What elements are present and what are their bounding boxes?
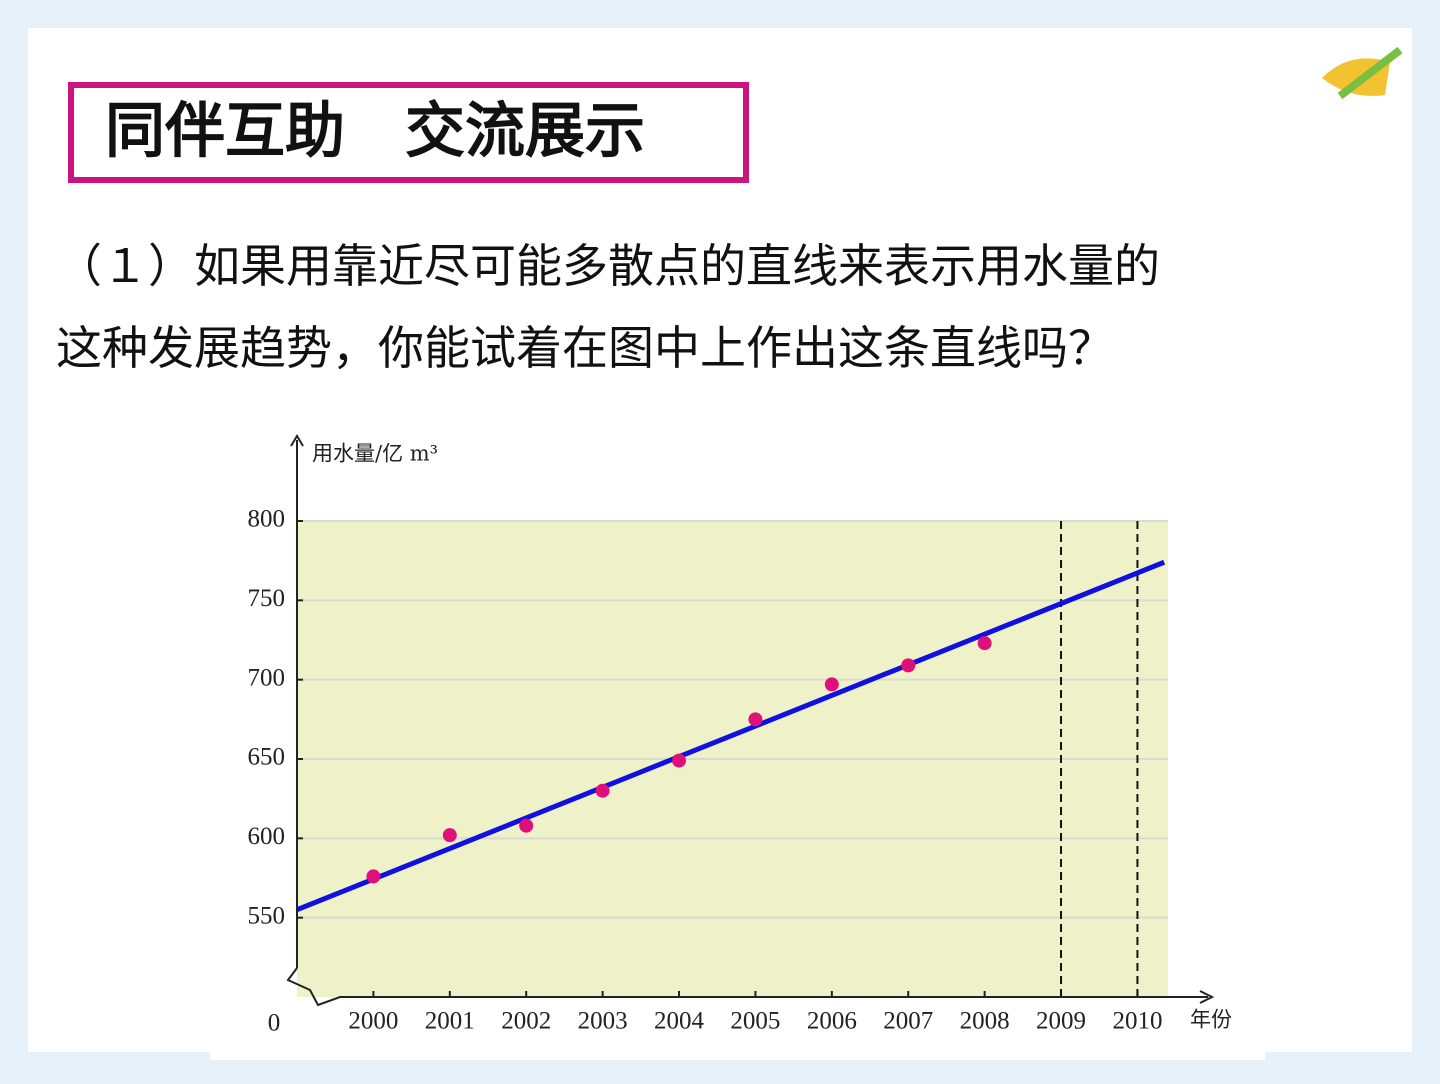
x-tick-label: 2000: [348, 1008, 398, 1035]
data-point: [977, 636, 992, 651]
x-tick-label: 2003: [578, 1008, 628, 1035]
y-tick-label: 600: [248, 823, 286, 850]
y-tick-label: 800: [248, 506, 286, 533]
data-point: [824, 677, 839, 692]
chart: 550 600 650 700 750 800 2000 2001 2002 2003 2004 20…: [248, 506, 1168, 1035]
header-box: [68, 82, 749, 183]
x-axis-label: 年份: [1190, 1008, 1232, 1032]
data-point: [366, 869, 381, 884]
data-point: [442, 828, 457, 843]
y-tick-label: 650: [248, 744, 286, 771]
y-axis-label: 用水量/亿 m³: [312, 442, 438, 466]
x-axis: [286, 967, 1208, 1007]
x-tick-label: 2007: [883, 1008, 933, 1035]
x-tick-label: 2010: [1112, 1008, 1162, 1035]
data-point: [672, 753, 687, 768]
pencil-icon: [1322, 46, 1403, 100]
data-point: [519, 818, 534, 833]
y-tick-label: 750: [248, 585, 286, 612]
x-tick-label: 2001: [425, 1008, 475, 1035]
x-tick-label: 2008: [960, 1008, 1010, 1035]
trend-line: [296, 559, 1166, 913]
header-title: 同伴互助 交流展示: [105, 97, 645, 167]
y-tick-label: 700: [248, 664, 286, 691]
x-tick-label: 2004: [654, 1008, 705, 1035]
data-point: [748, 712, 763, 727]
x-tick-label: 2009: [1036, 1008, 1086, 1035]
x-axis-arrow: [1199, 990, 1215, 1004]
x-tick-label: 2005: [730, 1008, 780, 1035]
question-line: （１）如果用靠近尽可能多散点的直线来表示用水量的: [56, 239, 1160, 293]
question-line: 这种发展趋势，你能试着在图中上作出这条直线吗？: [56, 321, 1114, 375]
origin-label: 0: [268, 1010, 281, 1037]
x-tick-label: 2006: [807, 1008, 857, 1035]
data-point: [595, 783, 610, 798]
x-tick-label: 2002: [501, 1008, 551, 1035]
y-axis-arrow: [290, 434, 304, 447]
data-point: [901, 658, 916, 673]
y-tick-label: 550: [248, 902, 286, 929]
